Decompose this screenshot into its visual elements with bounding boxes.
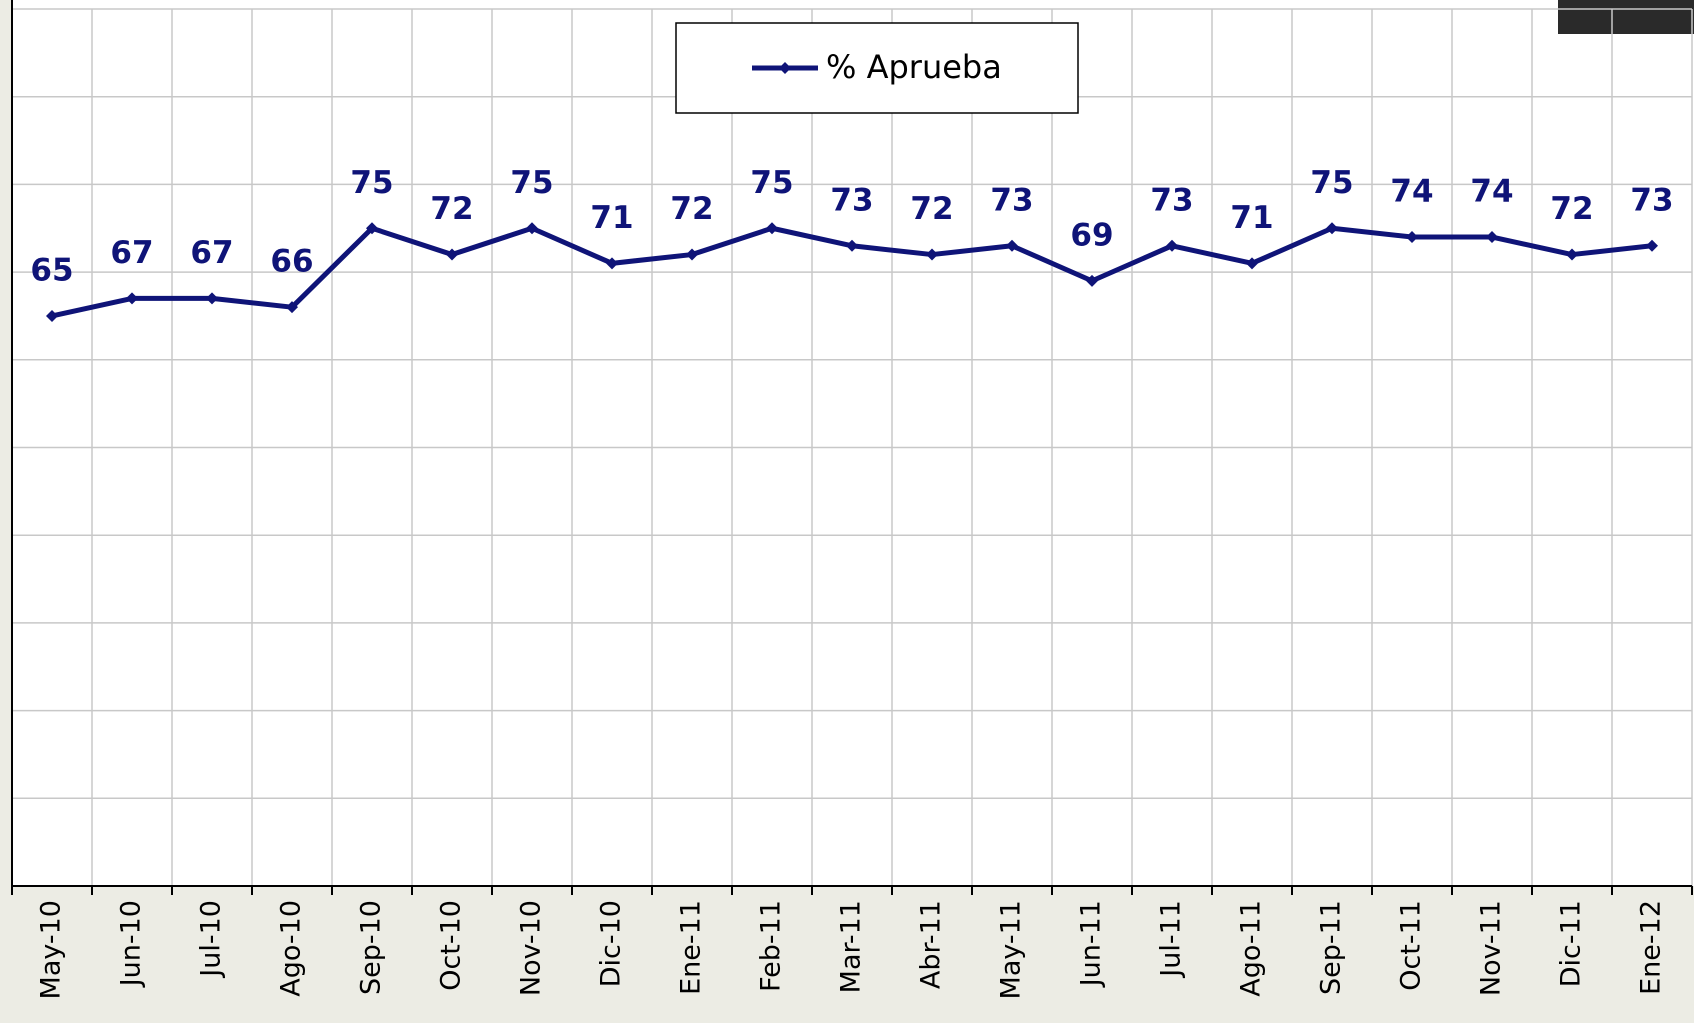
data-label: 73 <box>990 182 1033 218</box>
x-tick-label: Ene-11 <box>676 900 707 995</box>
x-tick-label: May-11 <box>996 900 1027 999</box>
data-label: 66 <box>270 244 313 280</box>
x-tick-label: Ago-10 <box>276 900 307 997</box>
data-label: 72 <box>670 191 713 227</box>
x-tick-label: Mar-11 <box>836 900 867 993</box>
x-tick-label: Ene-12 <box>1636 900 1667 995</box>
data-label: 71 <box>590 200 633 236</box>
x-tick-label: Jul-11 <box>1156 900 1187 979</box>
plot-area <box>12 0 1694 886</box>
x-tick-label: Jul-10 <box>196 900 227 979</box>
data-label: 69 <box>1070 217 1113 253</box>
data-label: 65 <box>30 252 73 288</box>
x-tick-label: Oct-11 <box>1396 900 1427 991</box>
photo <box>1558 0 1694 34</box>
data-label: 73 <box>830 182 873 218</box>
data-label: 71 <box>1230 200 1273 236</box>
x-tick-label: Feb-11 <box>756 900 787 992</box>
x-tick-label: Sep-11 <box>1316 900 1347 995</box>
legend: % Aprueba <box>676 23 1078 113</box>
chart: May-10 Jun-10 Jul-10 Ago-10 Sep-10 Oct-10 Nov-… <box>0 0 1694 1023</box>
data-label: 73 <box>1630 182 1673 218</box>
data-label: 67 <box>190 235 233 271</box>
x-tick-label: Jun-10 <box>116 900 147 988</box>
data-label: 72 <box>1550 191 1593 227</box>
x-tick-label: Ago-11 <box>1236 900 1267 997</box>
data-label: 72 <box>910 191 953 227</box>
x-tick-label: Nov-11 <box>1476 900 1507 996</box>
data-label: 75 <box>350 165 393 201</box>
data-label: 75 <box>510 165 553 201</box>
legend-label: % Aprueba <box>826 48 1002 86</box>
x-tick-label: Jun-11 <box>1076 900 1107 988</box>
data-label: 74 <box>1390 174 1433 210</box>
x-tick-label: Dic-11 <box>1556 900 1587 987</box>
x-tick-label: Dic-10 <box>596 900 627 987</box>
x-tick-label: Sep-10 <box>356 900 387 995</box>
data-label: 75 <box>750 165 793 201</box>
data-label: 74 <box>1470 174 1513 210</box>
data-label: 67 <box>110 235 153 271</box>
data-label: 75 <box>1310 165 1353 201</box>
x-tick-label: May-10 <box>36 900 67 999</box>
data-label: 73 <box>1150 182 1193 218</box>
x-tick-label: Nov-10 <box>516 900 547 996</box>
x-tick-label: Oct-10 <box>436 900 467 991</box>
x-tick-label: Abr-11 <box>916 900 947 989</box>
data-label: 72 <box>430 191 473 227</box>
